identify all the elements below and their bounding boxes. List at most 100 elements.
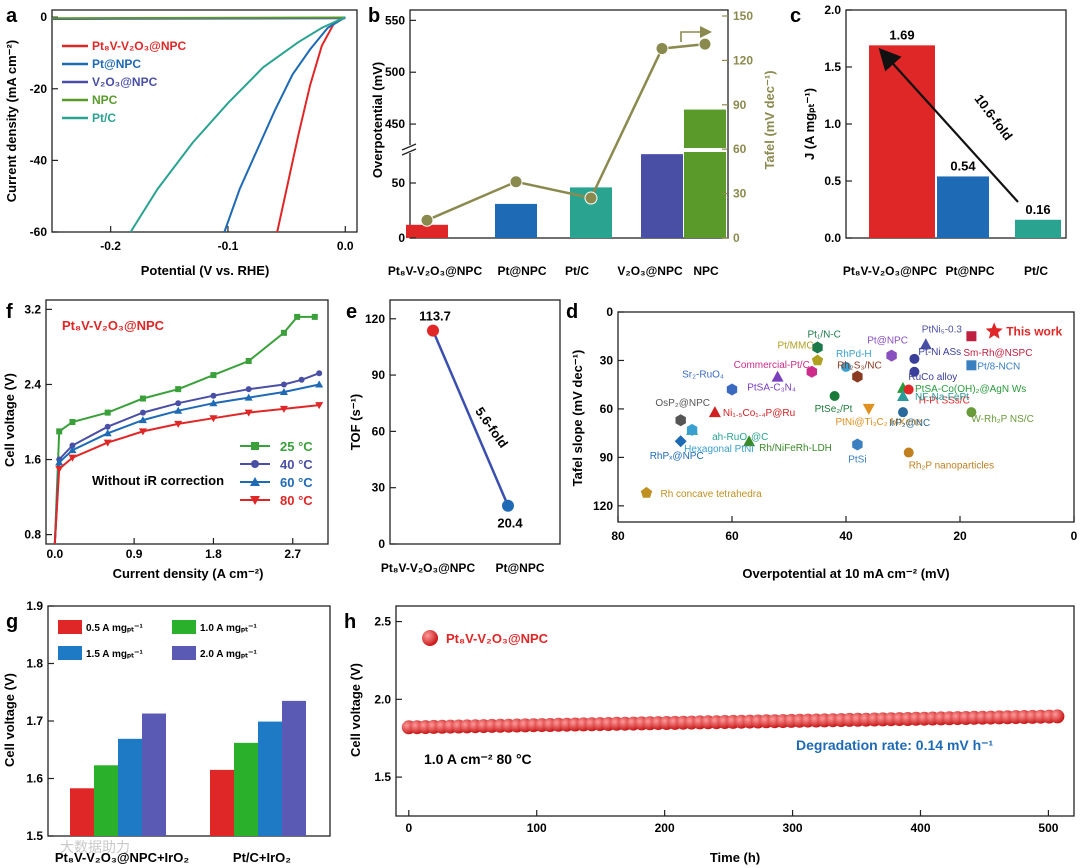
scatter-point [966,360,977,371]
point-label: Ni₁.₅Co₁.₄P@Ru [723,408,795,419]
series-marker [294,313,301,320]
scatter-point [852,438,863,451]
panel-b-y2label: Tafel (mV dec⁻¹) [762,70,777,169]
panel-letter-g: g [6,611,18,633]
y2-tick-label: 0 [733,231,740,245]
y-tick-label: 60 [600,402,614,416]
value-label: 113.7 [419,309,451,324]
y-tick-label: 1.5 [374,770,391,784]
point-label: RhPd-H [836,349,872,360]
tof-line [431,330,510,507]
bar [282,700,306,836]
bar [641,154,683,238]
panel-h-xlabel: Time (h) [710,850,760,865]
right-axis-arrow [680,31,702,42]
point-label: Sm-Rh@NSPC [963,348,1032,359]
series-marker [244,409,253,417]
y-tick-label: 500 [385,65,405,79]
panel-e-frame [389,299,561,545]
series-marker [175,400,182,407]
y-tick-label: 1.6 [26,772,43,786]
series-marker [138,428,147,436]
fold-annotation: 5.6-fold [472,404,511,451]
series-line [53,383,320,545]
y-tick-label: -40 [30,153,48,167]
panel-h-frame [395,605,1075,817]
x-tick-label: 300 [783,821,803,835]
tafel-point [698,37,712,51]
point-label: PtSA-Co(OH)₂@AgN Ws [915,384,1026,395]
legend-label: V₂O₃@NPC [92,75,158,89]
panel-letter-b: b [368,5,380,27]
series-marker [251,460,259,468]
panel-c-ylabel: J (A mgₚₜ⁻¹) [802,88,817,160]
tafel-point [584,191,598,205]
point-label: PtSi [848,454,866,465]
legend-swatch [172,620,196,634]
panel-f-title: Pt₈V-V₂O₃@NPC [62,318,165,333]
series-marker [298,376,305,383]
panel-f-note: Without iR correction [92,473,224,488]
series-marker [250,477,260,486]
voltage-point [1050,709,1065,724]
point-label: ah-RuO₂@C [712,432,768,443]
point-label: Pt/MMC [777,340,813,351]
point-label: IrP₂@NC [889,418,930,429]
y-tick-label: 3.2 [24,302,41,316]
scatter-point [852,370,863,383]
scatter-point [909,366,920,377]
scatter-point [811,354,824,366]
panel-h-ylabel: Cell voltage (V) [348,663,363,757]
series-line [53,404,320,545]
point-label: Sr₂-RuO₄ [682,370,724,381]
series-marker [209,399,218,407]
panel-letter-e: e [346,301,357,323]
x-tick-label: 0 [405,821,412,835]
legend-label: Pt₈V-V₂O₃@NPC [92,39,187,53]
series-marker [68,446,77,454]
y2-tick-label: 150 [733,9,753,23]
y-tick-label: 2.0 [374,692,391,706]
bar [94,765,118,836]
tof-point [502,499,514,512]
point-label: Rh concave tetrahedra [661,489,763,500]
scatter-point [841,361,851,372]
series-marker [104,423,111,430]
series-line [223,16,346,233]
bar [142,713,166,836]
y-tick-label: 2.5 [374,615,391,629]
y-tick-label: 0.8 [24,528,41,542]
y-tick-label: 2.4 [24,377,41,391]
series-line [51,16,346,20]
y-tick-label: 1.9 [26,599,43,613]
series-marker [139,395,146,402]
series-marker [251,442,259,450]
series-marker [316,370,323,377]
series-marker [210,392,217,399]
x-tick-label: 400 [910,821,930,835]
y-tick-label: 0.0 [824,231,841,245]
panel-letter-c: c [790,5,801,27]
y-tick-label: 30 [372,481,386,495]
panel-f-xlabel: Current density (A cm⁻²) [113,566,264,581]
category-label: NPC [693,264,719,278]
y-tick-label: 60 [372,424,386,438]
panel-letter-a: a [6,5,18,27]
panel-h: h 0 100 200 300 400 500 1.5 2.0 2.5 Pt₈V-V₂O₃@N… [344,605,1075,865]
scatter-point [898,407,908,418]
y2-tick-label: 60 [733,142,747,156]
legend-label: 40 °C [280,457,313,472]
legend-marker [422,630,438,646]
point-label: Pt@NPC [867,336,908,347]
tafel-point [420,213,434,227]
scatter-point [806,365,817,378]
legend-label: 1.0 A mgₚₜ⁻¹ [200,623,257,634]
scatter-point [966,331,977,342]
y-tick-label: 1.5 [26,829,43,843]
bar [937,176,989,238]
x-tick-label: 500 [1038,821,1058,835]
x-tick-label: 80 [611,529,625,543]
scatter-point [726,383,738,396]
